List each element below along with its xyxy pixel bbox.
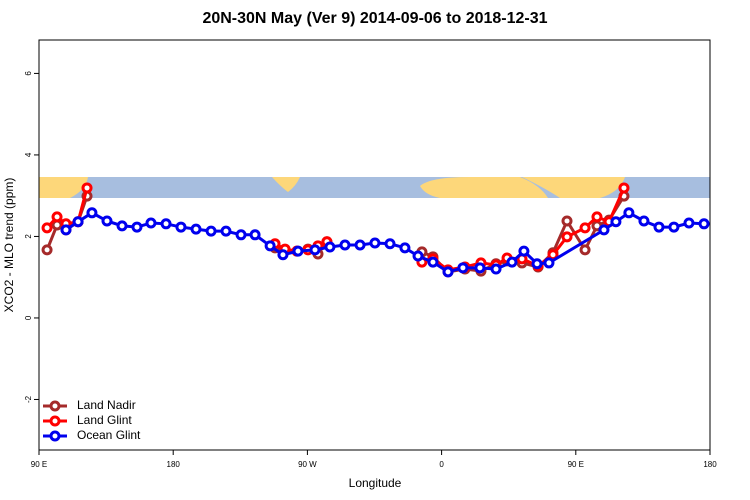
data-point xyxy=(324,241,336,253)
data-point xyxy=(623,207,635,219)
x-tick-label: 90 E xyxy=(31,460,47,469)
x-tick-label: 90 W xyxy=(298,460,317,469)
data-point xyxy=(369,237,381,249)
data-point xyxy=(531,258,543,270)
data-point xyxy=(205,225,217,237)
data-point xyxy=(618,182,630,194)
data-point xyxy=(264,240,276,252)
data-point xyxy=(610,216,622,228)
legend-marker xyxy=(49,400,61,412)
data-point xyxy=(490,263,502,275)
data-point xyxy=(131,221,143,233)
data-point xyxy=(579,222,591,234)
legend-marker xyxy=(49,415,61,427)
chart-title: 20N-30N May (Ver 9) 2014-09-06 to 2018-1… xyxy=(202,10,547,27)
map-band xyxy=(39,177,710,198)
data-point xyxy=(474,262,486,274)
data-point xyxy=(683,217,695,229)
y-tick-label: 0 xyxy=(24,315,33,320)
data-point xyxy=(384,238,396,250)
legend-label: Land Glint xyxy=(77,413,132,427)
legend-label: Land Nadir xyxy=(77,398,136,412)
y-tick-label: -2 xyxy=(24,395,33,403)
data-point xyxy=(41,222,53,234)
x-tick-label: 90 E xyxy=(568,460,584,469)
legend-label: Ocean Glint xyxy=(77,428,141,442)
data-point xyxy=(309,244,321,256)
legend-marker xyxy=(49,430,61,442)
data-point xyxy=(51,211,63,223)
data-point xyxy=(354,239,366,251)
data-point xyxy=(175,221,187,233)
data-point xyxy=(561,231,573,243)
data-point xyxy=(579,244,591,256)
data-point xyxy=(72,216,84,228)
data-point xyxy=(638,215,650,227)
data-point xyxy=(653,221,665,233)
data-point xyxy=(277,249,289,261)
data-point xyxy=(591,211,603,223)
x-tick-label: 180 xyxy=(703,460,717,469)
plot-frame xyxy=(38,39,711,451)
data-point xyxy=(220,225,232,237)
data-point xyxy=(427,256,439,268)
data-point xyxy=(249,229,261,241)
data-point xyxy=(41,244,53,256)
data-point xyxy=(101,215,113,227)
data-point xyxy=(457,262,469,274)
data-point xyxy=(86,207,98,219)
data-point xyxy=(506,256,518,268)
data-point xyxy=(81,182,93,194)
x-tick-label: 180 xyxy=(167,460,181,469)
data-point xyxy=(160,218,172,230)
data-point xyxy=(145,217,157,229)
data-point xyxy=(561,215,573,227)
data-point xyxy=(339,239,351,251)
data-point xyxy=(598,224,610,236)
data-point xyxy=(116,220,128,232)
data-point xyxy=(412,250,424,262)
data-point xyxy=(399,242,411,254)
data-point xyxy=(668,221,680,233)
data-point xyxy=(698,218,710,230)
y-tick-label: 2 xyxy=(24,234,33,239)
data-point xyxy=(235,229,247,241)
y-axis-label: XCO2 - MLO trend (ppm) xyxy=(2,178,16,313)
data-point xyxy=(190,223,202,235)
data-point xyxy=(442,266,454,278)
y-tick-label: 4 xyxy=(24,152,33,157)
data-point xyxy=(292,245,304,257)
data-point xyxy=(518,245,530,257)
x-tick-label: 0 xyxy=(439,460,444,469)
data-point xyxy=(543,257,555,269)
data-point xyxy=(60,224,72,236)
x-axis-label: Longitude xyxy=(349,476,402,490)
y-tick-label: 6 xyxy=(24,71,33,76)
